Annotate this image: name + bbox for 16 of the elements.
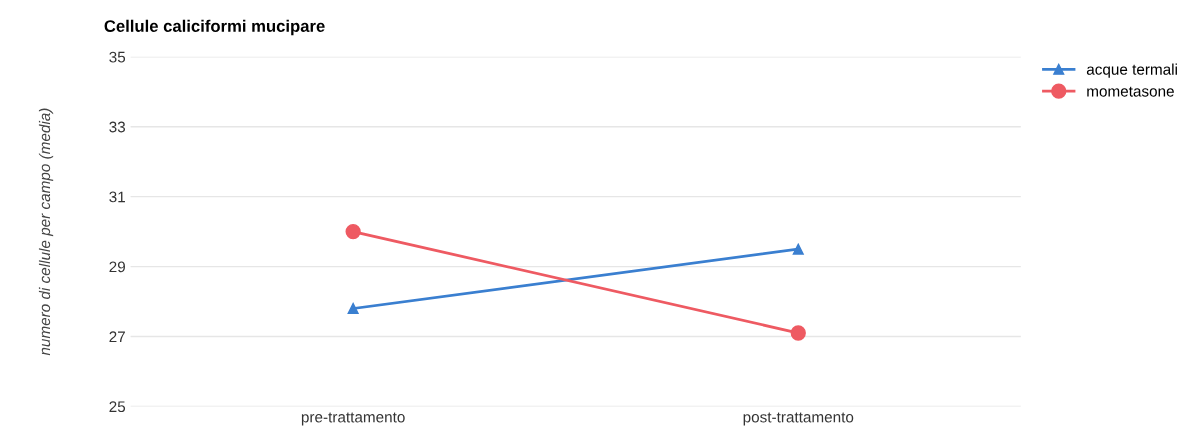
x-tick-label: pre-trattamento [301,412,405,426]
point [347,302,359,315]
y-tick-label: 31 [109,191,125,203]
legend-label: acque termali [1086,63,1177,78]
y-tick-label: 29 [109,261,125,273]
y-axis-title: numero di cellule per campo (media) [38,108,54,356]
point [345,223,361,240]
legend-label: mometasone [1087,86,1174,97]
y-tick-label: 25 [109,401,126,413]
chart-title: Cellule caliciformi mucipare [104,19,325,36]
point [792,243,804,255]
y-tick-label: 35 [109,51,126,63]
y-tick-label: 33 [109,121,126,133]
y-tick-label: 27 [109,331,125,343]
point [790,325,806,341]
x-tick-label: post-trattamento [743,412,854,426]
